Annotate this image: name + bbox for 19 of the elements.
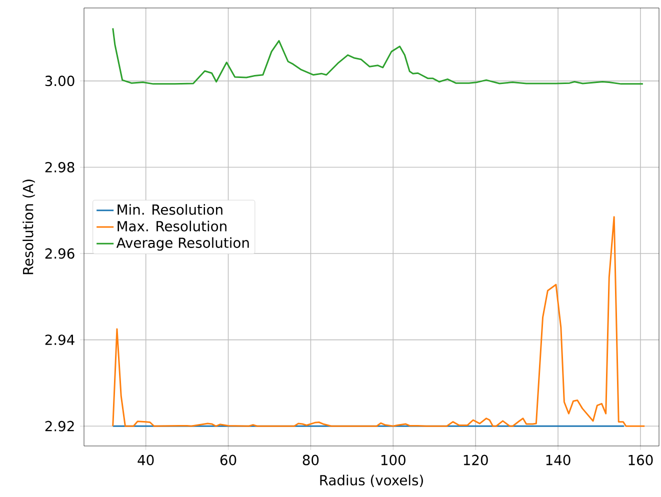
x-axis-title: Radius (voxels) — [320, 474, 423, 488]
x-tick-label: 80 — [302, 454, 319, 466]
legend-label: Average Resolution — [116, 237, 249, 251]
legend-label: Max. Resolution — [118, 220, 226, 232]
x-tick-label: 40 — [138, 454, 154, 466]
y-tick-label: 2.98 — [45, 162, 74, 172]
y-tick-label: 2.96 — [45, 248, 74, 259]
line-series — [112, 28, 644, 85]
x-tick-label: 140 — [546, 454, 570, 466]
y-axis-title: Resolution (A) — [22, 180, 35, 274]
legend-label: Min. Resolution — [118, 204, 222, 215]
y-tick-label: 3.00 — [45, 76, 74, 86]
line-series — [112, 216, 646, 427]
y-tick-label: 2.92 — [45, 420, 74, 432]
x-tick-label: 60 — [220, 454, 236, 466]
x-tick-label: 120 — [464, 454, 488, 466]
y-tick-label: 2.94 — [45, 334, 74, 346]
x-tick-label: 100 — [381, 454, 406, 466]
x-tick-label: 160 — [628, 454, 653, 466]
